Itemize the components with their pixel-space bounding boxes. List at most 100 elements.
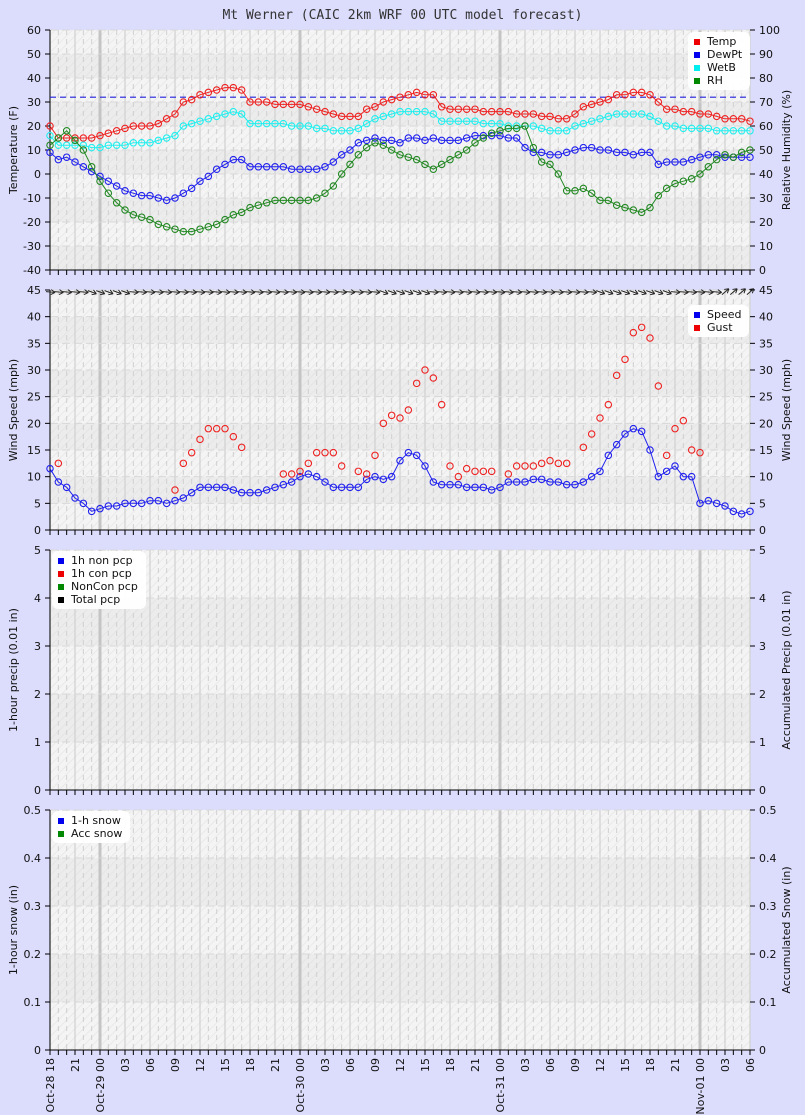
svg-text:20: 20	[759, 417, 773, 430]
legend-swatch-icon	[58, 817, 64, 824]
svg-text:06: 06	[544, 1058, 557, 1072]
legend-label: Speed	[707, 308, 742, 321]
svg-text:5: 5	[34, 497, 41, 510]
svg-text:30: 30	[759, 364, 773, 377]
svg-text:20: 20	[27, 417, 41, 430]
svg-text:5: 5	[759, 497, 766, 510]
svg-text:0: 0	[759, 264, 766, 277]
svg-text:-10: -10	[23, 192, 41, 205]
svg-text:12: 12	[394, 1058, 407, 1072]
svg-text:Oct-30 00: Oct-30 00	[294, 1058, 307, 1112]
svg-text:25: 25	[759, 391, 773, 404]
legend-swatch-icon	[58, 583, 64, 590]
svg-text:4: 4	[34, 592, 41, 605]
legend-item: Speed	[694, 308, 741, 321]
svg-text:15: 15	[619, 1058, 632, 1072]
svg-text:45: 45	[27, 284, 41, 297]
svg-text:0: 0	[759, 1044, 766, 1057]
svg-text:5: 5	[34, 544, 41, 557]
svg-text:4: 4	[759, 592, 766, 605]
legend-swatch-icon	[694, 324, 700, 331]
svg-text:Wind Speed (mph): Wind Speed (mph)	[780, 359, 793, 461]
svg-text:70: 70	[759, 96, 773, 109]
svg-text:21: 21	[269, 1058, 282, 1072]
svg-text:15: 15	[219, 1058, 232, 1072]
svg-text:Nov-01 00: Nov-01 00	[694, 1058, 707, 1115]
legend-label: RH	[707, 74, 723, 87]
svg-text:09: 09	[569, 1058, 582, 1072]
svg-text:Temperature (F): Temperature (F)	[7, 106, 20, 195]
svg-text:10: 10	[759, 240, 773, 253]
svg-text:06: 06	[344, 1058, 357, 1072]
svg-text:50: 50	[759, 144, 773, 157]
svg-text:35: 35	[27, 337, 41, 350]
svg-text:20: 20	[759, 216, 773, 229]
svg-text:-30: -30	[23, 240, 41, 253]
legend-item: 1h non pcp	[58, 554, 138, 567]
panel-2: 5 5 4 4 3 3 2 2 1 1 0 0 1-hour precip (0.01 in) Accum…	[7, 544, 793, 797]
svg-text:0: 0	[759, 784, 766, 797]
panel-3: 0.5 0.5 0.4 0.4 0.3 0.3 0.2 0.2 0.1 0.1 0 0 1-hour s…	[7, 804, 793, 1057]
legend-item: Gust	[694, 321, 741, 334]
legend-item: Temp	[694, 35, 742, 48]
svg-text:15: 15	[419, 1058, 432, 1072]
svg-text:50: 50	[27, 48, 41, 61]
svg-text:0.5: 0.5	[759, 804, 777, 817]
svg-text:06: 06	[744, 1058, 757, 1072]
svg-text:30: 30	[27, 364, 41, 377]
svg-text:0.3: 0.3	[24, 900, 42, 913]
svg-text:06: 06	[144, 1058, 157, 1072]
legend-swatch-icon	[694, 64, 700, 71]
legend-label: Total pcp	[71, 593, 121, 606]
svg-text:100: 100	[759, 24, 780, 37]
legend-item: 1h con pcp	[58, 567, 138, 580]
legend-label: 1h non pcp	[71, 554, 133, 567]
svg-text:3: 3	[759, 640, 766, 653]
legend-label: Temp	[707, 35, 737, 48]
svg-text:Accumulated Precip (0.01 in): Accumulated Precip (0.01 in)	[780, 590, 793, 749]
svg-text:0: 0	[34, 168, 41, 181]
legend-label: NonCon pcp	[71, 580, 138, 593]
svg-text:1: 1	[34, 736, 41, 749]
svg-text:0: 0	[759, 524, 766, 537]
svg-text:2: 2	[34, 688, 41, 701]
legend-swatch-icon	[694, 311, 700, 318]
svg-text:60: 60	[27, 24, 41, 37]
legend-swatch-icon	[694, 51, 700, 58]
svg-text:0.3: 0.3	[759, 900, 777, 913]
chart-title: Mt Werner (CAIC 2km WRF 00 UTC model for…	[222, 8, 583, 23]
svg-text:Oct-31 00: Oct-31 00	[494, 1058, 507, 1112]
legend-item: RH	[694, 74, 742, 87]
svg-text:35: 35	[759, 337, 773, 350]
svg-text:20: 20	[27, 120, 41, 133]
svg-text:0.1: 0.1	[759, 996, 777, 1009]
legend-item: WetB	[694, 61, 742, 74]
legend-swatch-icon	[694, 77, 700, 84]
svg-text:40: 40	[759, 168, 773, 181]
svg-text:03: 03	[519, 1058, 532, 1072]
svg-text:0.2: 0.2	[24, 948, 42, 961]
svg-text:Accumulated Snow (in): Accumulated Snow (in)	[780, 866, 793, 993]
svg-text:21: 21	[69, 1058, 82, 1072]
panel-1: 45 45 40 40 35 35 30 30 25 25 20 20 15 15 10 10 5 5 0 0 Wind…	[7, 284, 793, 537]
svg-text:12: 12	[594, 1058, 607, 1072]
svg-text:40: 40	[27, 311, 41, 324]
svg-text:Wind Speed (mph): Wind Speed (mph)	[7, 359, 20, 461]
svg-text:60: 60	[759, 120, 773, 133]
svg-text:10: 10	[27, 471, 41, 484]
svg-text:1-hour snow (in): 1-hour snow (in)	[7, 885, 20, 975]
svg-text:1-hour precip (0.01 in): 1-hour precip (0.01 in)	[7, 608, 20, 732]
svg-text:0: 0	[34, 1044, 41, 1057]
svg-text:15: 15	[759, 444, 773, 457]
svg-text:0.2: 0.2	[759, 948, 777, 961]
legend-label: 1-h snow	[71, 814, 121, 827]
svg-text:5: 5	[759, 544, 766, 557]
legend-precip: 1h non pcp 1h con pcp NonCon pcp Total pcp	[52, 551, 146, 609]
legend-label: DewPt	[707, 48, 743, 61]
legend-wind: Speed Gust	[688, 305, 750, 337]
legend-swatch-icon	[58, 596, 64, 603]
svg-text:0.1: 0.1	[24, 996, 42, 1009]
legend-swatch-icon	[694, 38, 700, 45]
